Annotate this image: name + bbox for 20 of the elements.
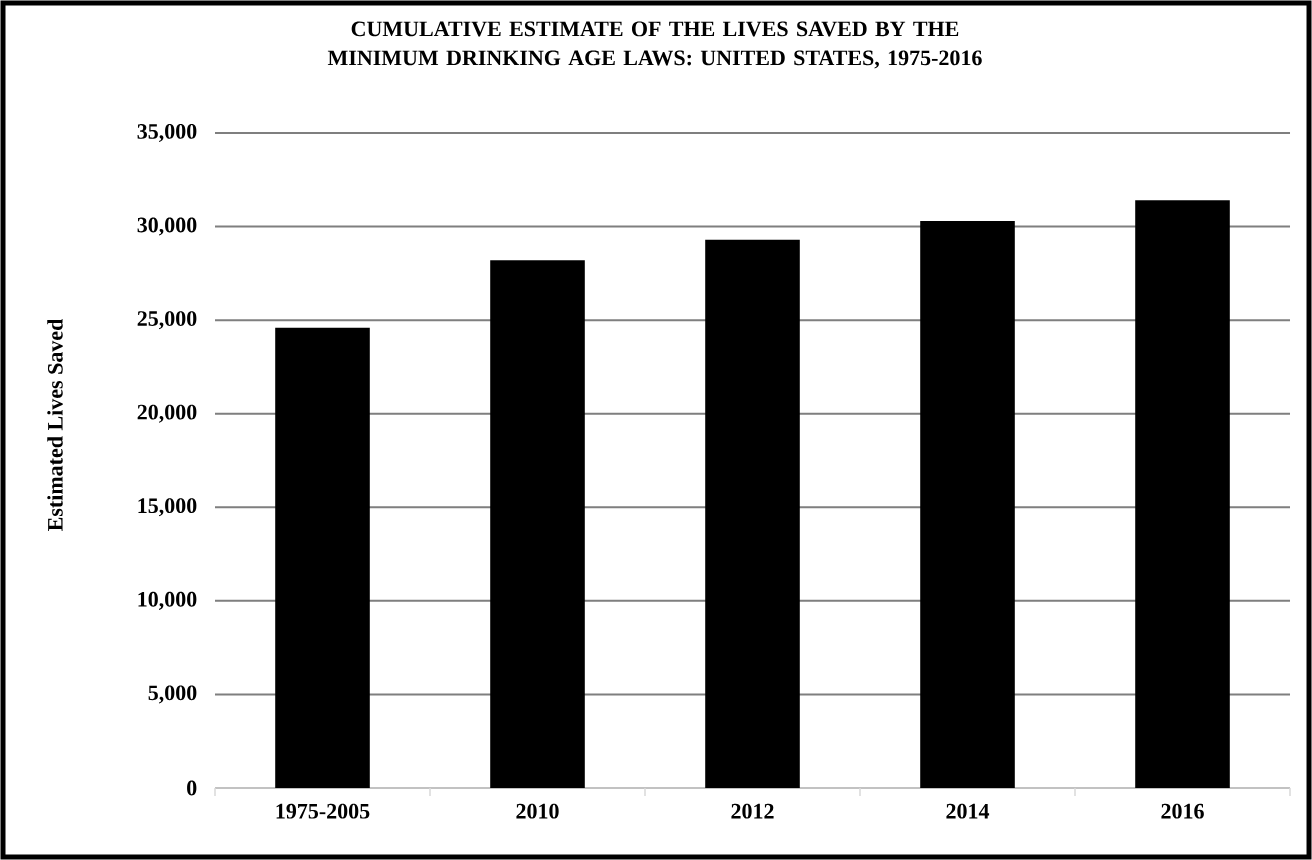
chart-title: CUMULATIVE ESTIMATE OF THE LIVES SAVED BY THE MINIMUM DRINKING AGE LAWS: UNITED STATES, 1975-2016: [327, 21, 982, 69]
bar: [275, 327, 370, 788]
y-tick-label: 30,000: [137, 217, 197, 236]
y-tick-label: 0: [187, 780, 197, 796]
bar: [920, 220, 1015, 788]
x-tick-label: 1975-2005: [276, 803, 370, 819]
y-axis-title: Estimated Lives Saved: [47, 318, 63, 531]
y-tick-label: 25,000: [137, 311, 197, 330]
bar: [1135, 200, 1230, 788]
bar: [705, 239, 800, 788]
bar: [490, 260, 585, 788]
y-tick-label: 5,000: [148, 685, 197, 704]
y-tick-label: 35,000: [137, 123, 197, 143]
x-tick-label: 2016: [1161, 803, 1204, 819]
y-tick-label: 15,000: [138, 498, 197, 517]
x-tick-label: 2010: [516, 803, 559, 819]
x-tick-label: 2014: [946, 803, 990, 819]
x-tick-label: 2012: [731, 803, 774, 819]
y-tick-label: 20,000: [137, 404, 197, 423]
y-tick-label: 10,000: [138, 591, 197, 610]
